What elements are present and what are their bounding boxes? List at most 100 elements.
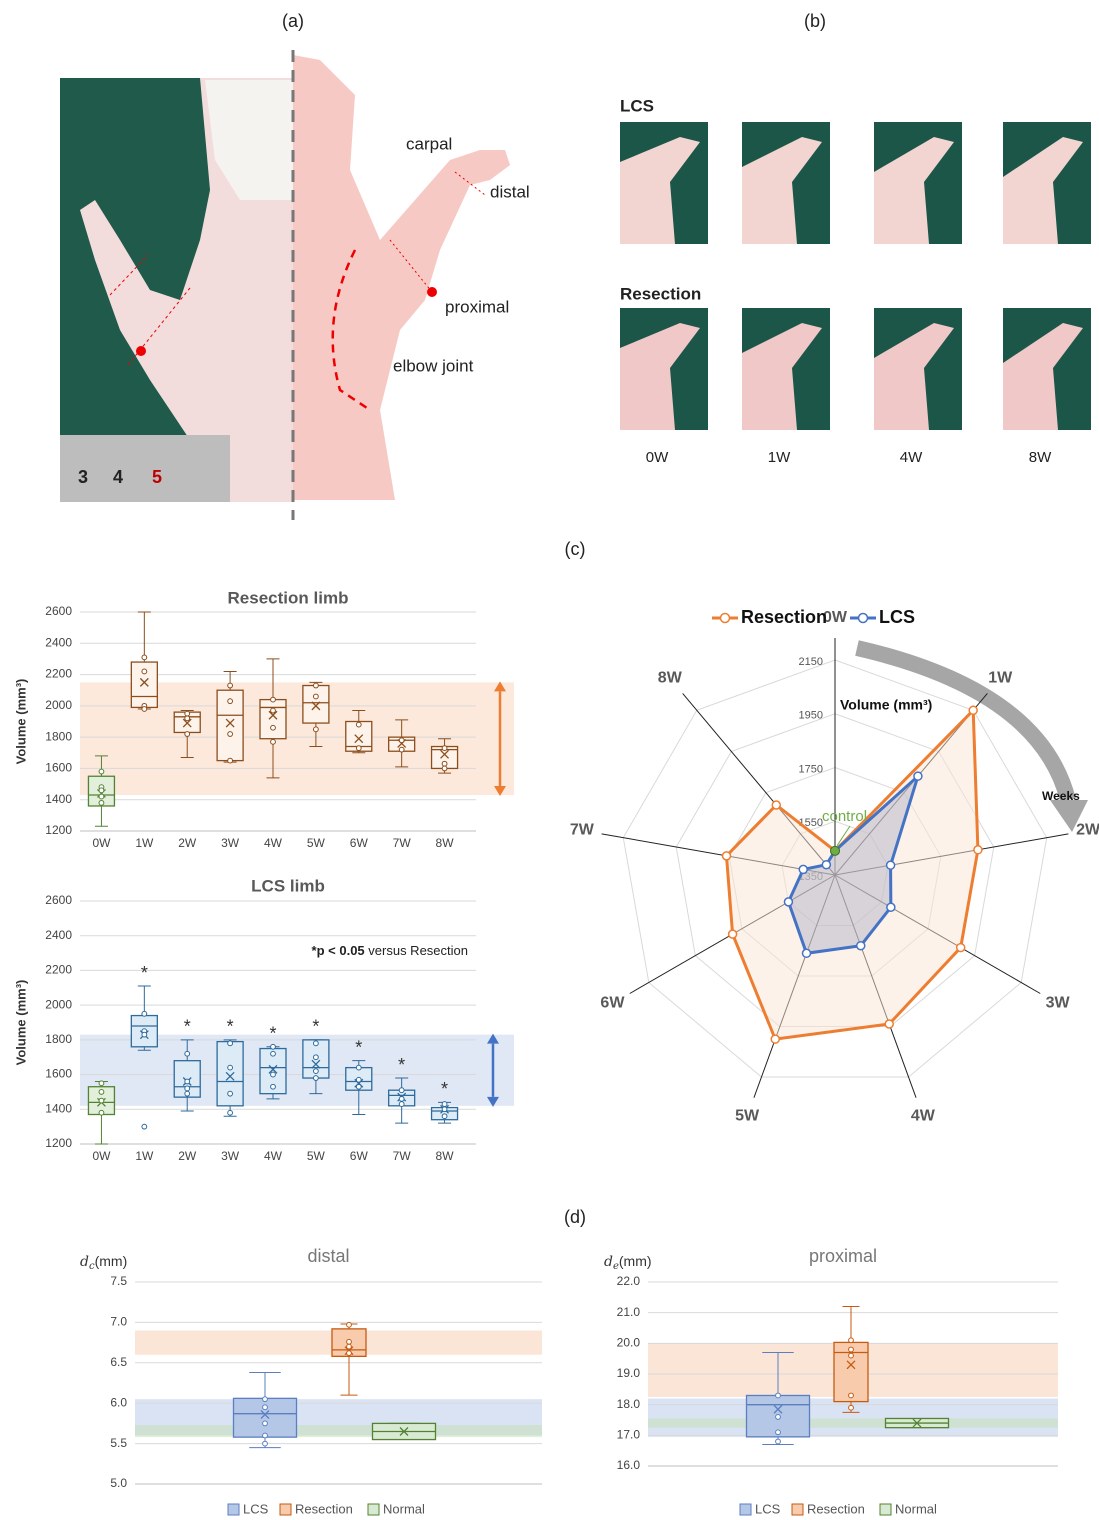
data-point bbox=[99, 1098, 104, 1103]
marker bbox=[799, 865, 807, 873]
column-label: 0W bbox=[646, 449, 669, 466]
data-point bbox=[347, 1351, 352, 1356]
data-point bbox=[776, 1439, 781, 1444]
y-tick-label: 2600 bbox=[45, 604, 72, 618]
data-point bbox=[313, 683, 318, 688]
x-tick-label: 6W bbox=[350, 1149, 369, 1163]
y-tick-label: 1600 bbox=[45, 761, 72, 775]
annotation-text: versus Resection bbox=[365, 943, 468, 958]
y-axis-title: Volume (mm³) bbox=[13, 679, 28, 765]
chart-title: LCS limb bbox=[251, 876, 325, 895]
marker bbox=[857, 942, 865, 950]
significance-marker: * bbox=[398, 1055, 405, 1075]
y-tick-label: 1600 bbox=[45, 1067, 72, 1081]
data-point bbox=[313, 1055, 318, 1060]
data-point bbox=[142, 1011, 147, 1016]
x-tick-label: 0W bbox=[92, 1149, 111, 1163]
figure: (a) (b) (c) (d) 3 4 5 carpal distal prox… bbox=[0, 0, 1099, 1520]
control-point bbox=[831, 846, 840, 855]
data-point bbox=[185, 1079, 190, 1084]
data-point bbox=[442, 746, 447, 751]
category-label: 5W bbox=[735, 1108, 760, 1125]
y-tick-label: 17.0 bbox=[617, 1428, 641, 1442]
r-tick-label: 2150 bbox=[799, 656, 823, 668]
legend-label: LCS bbox=[243, 1501, 269, 1516]
data-point bbox=[356, 1084, 361, 1089]
x-tick-label: 1W bbox=[135, 836, 154, 850]
data-point bbox=[849, 1338, 854, 1343]
row-label: LCS bbox=[620, 96, 654, 115]
x-tick-label: 0W bbox=[92, 836, 111, 850]
x-tick-label: 7W bbox=[393, 1149, 412, 1163]
data-point bbox=[228, 1065, 233, 1070]
y-axis-title: dc(mm) bbox=[80, 1253, 127, 1272]
data-point bbox=[356, 1065, 361, 1070]
annotation: *p < 0.05 versus Resection bbox=[312, 943, 468, 958]
marker bbox=[729, 930, 737, 938]
category-label: 3W bbox=[1046, 995, 1071, 1012]
data-point bbox=[99, 1081, 104, 1086]
legend-swatch bbox=[280, 1504, 291, 1515]
data-point bbox=[263, 1397, 268, 1402]
legend-label: Normal bbox=[895, 1501, 937, 1516]
legend-label: Resection bbox=[741, 607, 827, 627]
x-tick-label: 5W bbox=[307, 1149, 326, 1163]
diagram-label: distal bbox=[490, 182, 530, 201]
point bbox=[427, 287, 437, 297]
y-tick-label: 6.5 bbox=[110, 1355, 127, 1369]
significance-marker: * bbox=[141, 963, 148, 983]
y-axis-title: Volume (mm³) bbox=[13, 980, 28, 1066]
annotation: Weeks bbox=[1042, 789, 1080, 803]
marker bbox=[771, 1035, 779, 1043]
y-tick-label: 2000 bbox=[45, 997, 72, 1011]
ruler-number: 5 bbox=[152, 467, 162, 487]
marker bbox=[887, 861, 895, 869]
marker bbox=[822, 861, 830, 869]
category-label: 6W bbox=[600, 995, 625, 1012]
x-tick-label: 4W bbox=[264, 1149, 283, 1163]
data-point bbox=[271, 1051, 276, 1056]
panel-label: (b) bbox=[804, 11, 826, 31]
x-tick-label: 6W bbox=[350, 836, 369, 850]
data-point bbox=[347, 1344, 352, 1349]
symbol: d bbox=[604, 1254, 613, 1270]
y-tick-label: 5.0 bbox=[110, 1476, 127, 1490]
marker bbox=[887, 903, 895, 911]
legend-swatch bbox=[880, 1504, 891, 1515]
ruler-number: 4 bbox=[113, 467, 123, 487]
data-point bbox=[399, 1096, 404, 1101]
significance-marker: * bbox=[227, 1017, 234, 1037]
data-point bbox=[271, 1044, 276, 1049]
data-point bbox=[185, 1051, 190, 1056]
data-point bbox=[263, 1421, 268, 1426]
data-point bbox=[442, 766, 447, 771]
data-point bbox=[228, 1041, 233, 1046]
r-tick-label: 1750 bbox=[799, 763, 823, 775]
x-tick-label: 2W bbox=[178, 836, 197, 850]
legend-label: Resection bbox=[295, 1501, 353, 1516]
y-tick-label: 19.0 bbox=[617, 1366, 641, 1380]
data-point bbox=[263, 1441, 268, 1446]
data-point bbox=[185, 711, 190, 716]
data-point bbox=[849, 1405, 854, 1410]
y-tick-label: 5.5 bbox=[110, 1436, 127, 1450]
column-label: 8W bbox=[1029, 449, 1052, 466]
y-tick-label: 2200 bbox=[45, 963, 72, 977]
legend-swatch bbox=[792, 1504, 803, 1515]
data-point bbox=[99, 769, 104, 774]
marker bbox=[969, 706, 977, 714]
data-point bbox=[142, 655, 147, 660]
x-tick-label: 2W bbox=[178, 1149, 197, 1163]
y-axis-title: de(mm) bbox=[604, 1253, 652, 1272]
data-point bbox=[399, 738, 404, 743]
data-point bbox=[399, 1102, 404, 1107]
column-label: 4W bbox=[900, 449, 923, 466]
category-label: 2W bbox=[1076, 822, 1099, 839]
x-tick-label: 8W bbox=[436, 836, 455, 850]
x-tick-label: 5W bbox=[307, 836, 326, 850]
data-point bbox=[399, 747, 404, 752]
data-point bbox=[849, 1393, 854, 1398]
row-label: Resection bbox=[620, 284, 701, 303]
y-tick-label: 2400 bbox=[45, 928, 72, 942]
y-tick-label: 2400 bbox=[45, 635, 72, 649]
